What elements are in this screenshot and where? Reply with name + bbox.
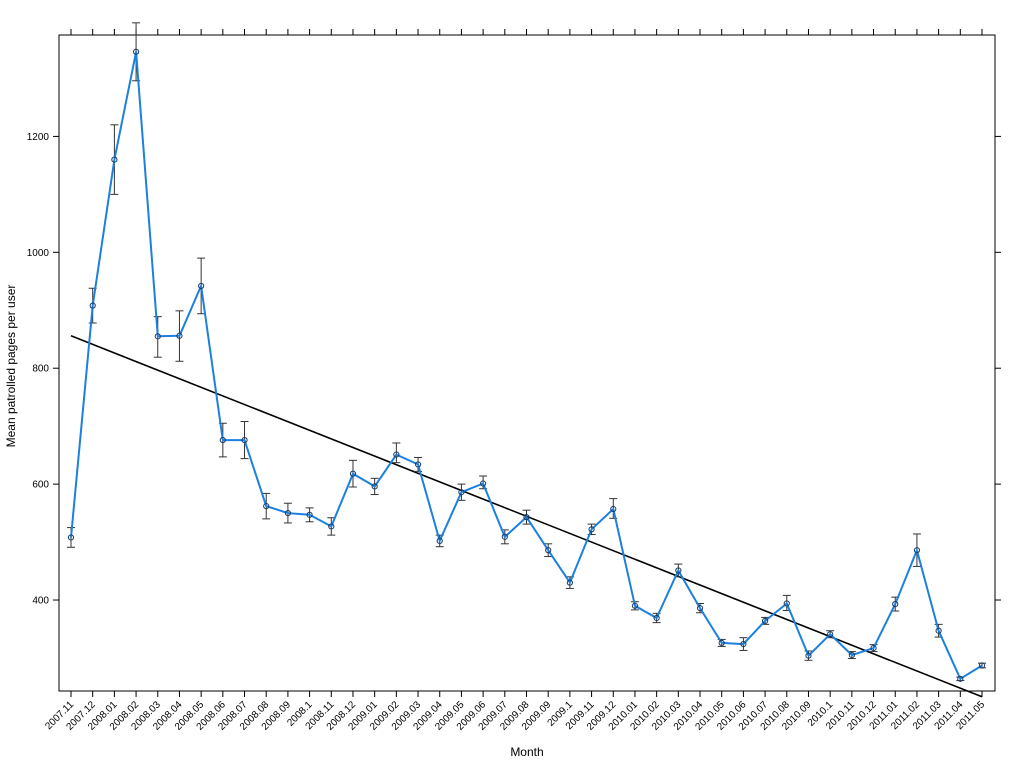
data-point — [132, 48, 140, 55]
y-axis-title: Mean patrolled pages per user — [4, 285, 18, 448]
x-axis-title: Month — [510, 745, 543, 759]
series-line — [70, 50, 983, 680]
data-point — [610, 505, 617, 513]
data-point — [978, 662, 986, 669]
data-point — [696, 605, 704, 612]
plot-frame — [58, 34, 996, 692]
data-point — [176, 332, 183, 339]
data-point — [631, 602, 639, 609]
data-point — [263, 503, 270, 510]
data-point — [89, 302, 96, 309]
data-point — [740, 640, 747, 648]
data-point — [458, 489, 465, 496]
data-point — [349, 470, 357, 477]
data-point — [935, 627, 942, 634]
data-point — [111, 156, 118, 163]
data-point — [154, 333, 161, 340]
data-point — [718, 639, 725, 647]
data-point — [241, 436, 248, 444]
series-line-group — [70, 50, 983, 680]
y-tick-label: 600 — [32, 480, 49, 491]
data-point — [393, 451, 400, 458]
data-point — [870, 645, 877, 652]
data-point — [414, 461, 422, 468]
error-bars — [67, 22, 986, 682]
data-point — [957, 675, 964, 682]
data-points — [67, 48, 986, 682]
data-point — [219, 436, 226, 444]
data-point — [523, 514, 530, 521]
y-tick-labels: 400 600 800 1000 1200 — [27, 132, 50, 607]
data-point — [198, 282, 205, 290]
data-point — [848, 651, 855, 659]
data-point — [761, 617, 769, 624]
y-tick-label: 800 — [32, 364, 49, 375]
data-point — [588, 526, 595, 533]
data-point — [827, 631, 834, 638]
data-point — [545, 547, 552, 554]
y-tick-label: 400 — [32, 596, 49, 607]
data-point — [892, 600, 899, 608]
axis-ticks — [53, 29, 1001, 697]
data-point — [675, 567, 682, 574]
data-point — [480, 480, 487, 487]
data-point — [371, 483, 378, 490]
data-point — [436, 537, 443, 545]
data-point — [501, 533, 508, 540]
data-point — [913, 547, 921, 554]
data-point — [284, 509, 292, 517]
data-point — [566, 579, 573, 586]
data-point — [653, 614, 660, 622]
data-point — [328, 523, 335, 530]
y-tick-label: 1200 — [27, 132, 50, 143]
x-tick-labels: 2007.112007.122008.012008.022008.032008.… — [43, 699, 987, 733]
data-point — [306, 511, 313, 518]
data-point — [783, 600, 790, 607]
data-point — [805, 652, 812, 659]
data-point — [67, 534, 75, 541]
y-tick-label: 1000 — [27, 248, 50, 259]
